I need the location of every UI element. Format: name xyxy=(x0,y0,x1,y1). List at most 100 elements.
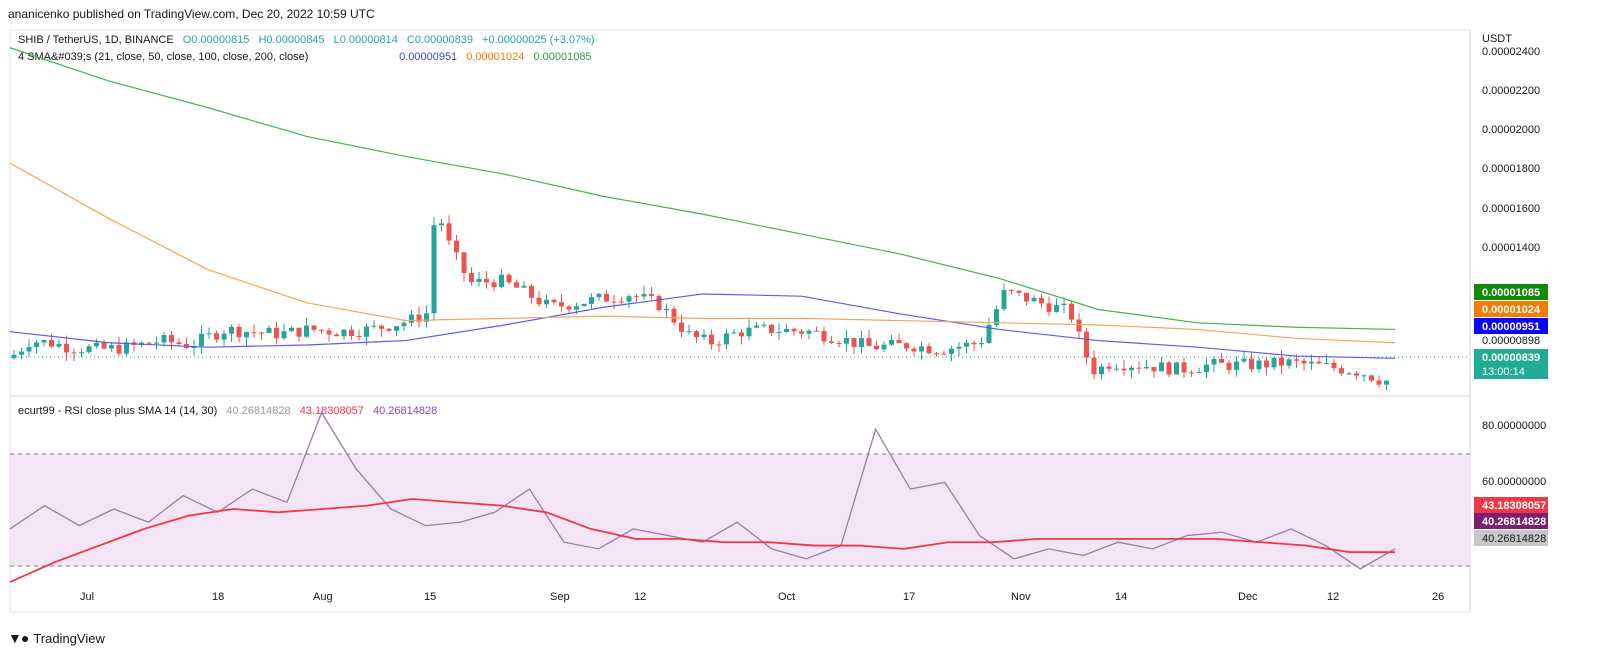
candle-body xyxy=(146,342,152,344)
sma100-badge-text: 0.00001024 xyxy=(1482,304,1541,316)
candle-body xyxy=(866,338,872,346)
candle-body xyxy=(949,348,954,354)
candle-body xyxy=(1204,364,1209,372)
candle-body xyxy=(1369,375,1374,381)
sma100-value: 0.00001024 xyxy=(466,51,525,63)
time-label: 26 xyxy=(1432,591,1444,603)
candle-body xyxy=(671,308,677,323)
candle-body xyxy=(1196,371,1202,373)
sma100-badge xyxy=(1474,301,1548,317)
candle-body xyxy=(461,252,467,274)
candle-body xyxy=(611,301,617,303)
candle-body xyxy=(371,325,377,327)
time-label: Sep xyxy=(550,591,570,603)
candle-body xyxy=(394,326,399,331)
rsi-sma-value: 43.18308057 xyxy=(299,405,364,417)
candle-body xyxy=(1084,331,1089,358)
candle-body xyxy=(1031,297,1037,302)
symbol-name[interactable]: SHIB / TetherUS, 1D, BINANCE xyxy=(18,34,174,46)
candle-body xyxy=(349,329,354,337)
time-label: Nov xyxy=(1011,591,1031,603)
rsi-sma-line xyxy=(9,498,1395,583)
candle-body xyxy=(589,297,594,304)
candle-body xyxy=(319,329,324,331)
candle-body xyxy=(364,326,369,337)
candle-body xyxy=(979,342,984,345)
candle-body xyxy=(821,330,827,342)
price-tick: 0.00001400 xyxy=(1482,242,1540,254)
candle-body xyxy=(341,329,347,337)
candle-body xyxy=(641,293,647,297)
sma-label[interactable]: 4 SMA&#039;s (21, close, 50, close, 100,… xyxy=(18,51,309,63)
candle-body xyxy=(941,353,947,355)
candle-body xyxy=(86,346,92,353)
candle-body xyxy=(806,330,812,334)
price-tick: 0.00002200 xyxy=(1482,85,1540,97)
candle-body xyxy=(34,342,39,348)
time-label: 12 xyxy=(634,591,646,603)
footer-brand[interactable]: ▼● TradingView xyxy=(8,630,105,646)
candle-body xyxy=(1001,290,1007,310)
price-tick: 0.00001800 xyxy=(1482,163,1540,175)
candle-body xyxy=(889,340,894,345)
candle-series xyxy=(11,215,1389,391)
candle-body xyxy=(206,333,212,335)
candle-body xyxy=(709,334,714,345)
candle-body xyxy=(581,303,587,307)
rsi-label[interactable]: ecurt99 - RSI close plus SMA 14 (14, 30) xyxy=(18,405,218,417)
candle-body xyxy=(521,285,527,288)
sma200-badge-text: 0.00001085 xyxy=(1482,287,1540,299)
candle-body xyxy=(1384,380,1389,385)
candle-body xyxy=(649,293,654,296)
candle-body xyxy=(214,333,219,340)
time-label: 18 xyxy=(212,591,224,603)
candle-body xyxy=(1331,362,1337,369)
candle-body xyxy=(724,333,729,345)
sma-line-1 xyxy=(9,293,1396,359)
candle-body xyxy=(499,274,504,288)
candle-body xyxy=(911,348,917,352)
candle-body xyxy=(634,296,639,298)
candle-body xyxy=(994,309,999,325)
ohlc-low: L0.00000814 xyxy=(333,34,398,46)
candle-body xyxy=(686,331,692,333)
candle-body xyxy=(701,334,707,338)
candle-body xyxy=(784,328,789,332)
candle-body xyxy=(769,324,774,333)
candle-body xyxy=(1316,361,1322,364)
candle-body xyxy=(446,223,452,241)
candle-body xyxy=(176,342,182,345)
candle-body xyxy=(791,328,797,332)
candle-body xyxy=(881,344,887,350)
candle-body xyxy=(259,332,264,334)
candle-body xyxy=(754,325,759,328)
candle-body xyxy=(41,340,47,343)
rsi-badge-text: 40.26814828 xyxy=(1482,516,1546,528)
candle-body xyxy=(731,332,737,334)
candle-body xyxy=(814,330,819,332)
candle-body xyxy=(1024,292,1029,302)
candle-body xyxy=(1129,367,1134,371)
candle-body xyxy=(1181,362,1187,373)
candle-body xyxy=(116,344,122,354)
candle-body xyxy=(1174,362,1179,375)
sma-legend: 4 SMA&#039;s (21, close, 50, close, 100,… xyxy=(18,51,598,63)
candle-body xyxy=(1009,290,1014,292)
candle-body xyxy=(439,223,444,226)
time-label: 14 xyxy=(1115,591,1127,603)
candle-body xyxy=(919,346,924,352)
candle-body xyxy=(109,344,114,349)
candle-body xyxy=(544,299,549,305)
rsi-value: 40.26814828 xyxy=(226,405,291,417)
candle-body xyxy=(409,314,414,323)
candle-body xyxy=(1241,358,1247,362)
candle-body xyxy=(506,274,512,283)
rsi-lines xyxy=(9,411,1396,583)
candle-body xyxy=(431,225,437,314)
candle-body xyxy=(311,325,317,330)
candle-body xyxy=(986,324,992,343)
ohlc-close: C0.00000839 xyxy=(406,34,473,46)
candle-body xyxy=(356,336,362,338)
candle-body xyxy=(1234,361,1239,370)
